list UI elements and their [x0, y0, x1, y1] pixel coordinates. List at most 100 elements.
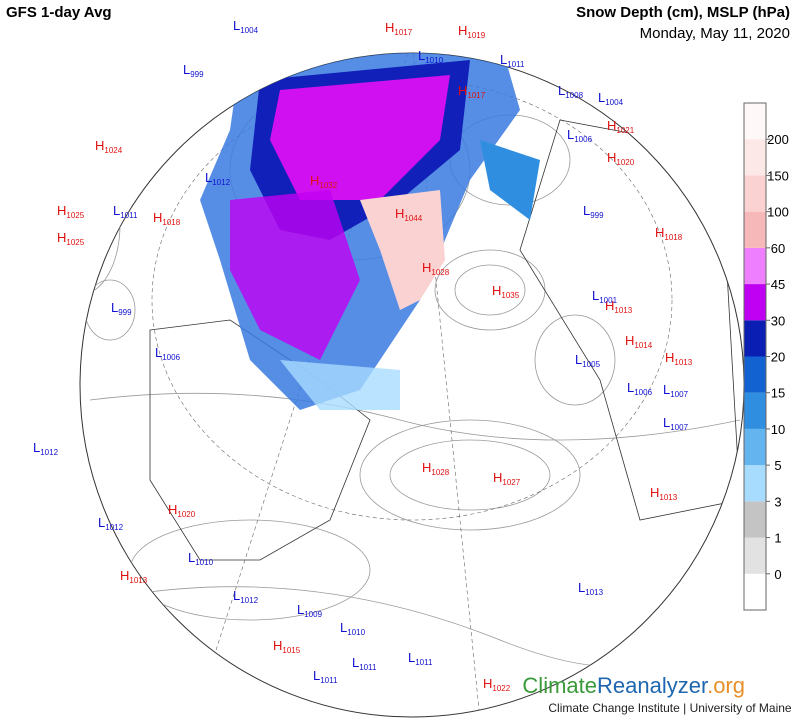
pressure-kind: L	[113, 203, 120, 218]
pressure-kind: H	[422, 260, 431, 275]
pressure-value: 1025	[66, 211, 84, 220]
title: GFS 1-day Avg	[6, 4, 112, 21]
pressure-kind: H	[493, 470, 502, 485]
pressure-value: 1032	[319, 181, 337, 190]
pressure-kind: L	[233, 588, 240, 603]
pressure-kind: H	[607, 118, 616, 133]
pressure-kind: H	[395, 206, 404, 221]
pressure-value: 1022	[492, 684, 510, 693]
legend-swatch	[744, 428, 766, 466]
variables: Snow Depth (cm), MSLP (hPa)	[576, 4, 790, 21]
legend-swatch	[744, 320, 766, 357]
pressure-value: 1011	[359, 663, 377, 672]
pressure-value: 1018	[162, 218, 180, 227]
legend-swatch	[744, 103, 766, 140]
pressure-kind: L	[297, 602, 304, 617]
pressure-value: 1025	[66, 238, 84, 247]
pressure-value: 1012	[40, 448, 58, 457]
pressure-value: 1011	[320, 676, 338, 685]
pressure-kind: H	[57, 230, 66, 245]
pressure-kind: L	[33, 440, 40, 455]
pressure-center: H1022	[483, 676, 511, 693]
legend-label: 30	[771, 313, 785, 328]
pressure-value: 1018	[664, 233, 682, 242]
pressure-center: H1013	[665, 350, 693, 367]
pressure-value: 1011	[415, 658, 433, 667]
legend-label: 10	[771, 422, 785, 437]
legend-label: 150	[767, 168, 789, 183]
legend-label: 20	[771, 350, 785, 365]
pressure-kind: L	[558, 83, 565, 98]
pressure-center: L1001	[592, 288, 618, 305]
pressure-value: 1017	[467, 91, 485, 100]
pressure-center: H1013	[650, 485, 678, 502]
pressure-value: 1011	[507, 60, 525, 69]
pressure-value: 1007	[670, 423, 688, 432]
pressure-center: H1035	[492, 283, 520, 300]
date: Monday, May 11, 2020	[640, 25, 790, 42]
legend-swatch	[744, 465, 766, 502]
pressure-kind: H	[95, 138, 104, 153]
pressure-kind: H	[625, 333, 634, 348]
pressure-center: H1025	[57, 203, 85, 220]
brand-part: .org	[707, 673, 745, 698]
pressure-center: L1007	[663, 382, 689, 399]
pressure-kind: H	[605, 298, 614, 313]
pressure-center: H1018	[153, 210, 181, 227]
pressure-kind: L	[111, 300, 118, 315]
pressure-value: 1019	[467, 31, 485, 40]
pressure-center: H1032	[310, 173, 338, 190]
pressure-center: H1018	[655, 225, 683, 242]
legend-label: 0	[774, 567, 781, 582]
legend-swatch	[744, 211, 766, 248]
pressure-center: L999	[111, 300, 132, 317]
legend-swatch	[744, 139, 766, 176]
legend-swatch	[744, 537, 766, 574]
pressure-center: L1012	[233, 588, 259, 605]
pressure-kind: L	[583, 203, 590, 218]
pressure-center: L999	[583, 203, 604, 220]
brand: ClimateReanalyzer.org	[522, 673, 745, 698]
pressure-value: 1007	[670, 390, 688, 399]
pressure-value: 999	[190, 70, 204, 79]
pressure-kind: H	[153, 210, 162, 225]
pressure-kind: H	[57, 203, 66, 218]
pressure-value: 1017	[394, 28, 412, 37]
pressure-kind: L	[352, 655, 359, 670]
pressure-center: H1027	[493, 470, 521, 487]
brand-part: Reanalyzer	[597, 673, 708, 698]
pressure-center: L1012	[205, 170, 231, 187]
pressure-value: 1044	[404, 214, 422, 223]
pressure-center: L1006	[567, 127, 593, 144]
pressure-value: 1011	[120, 211, 138, 220]
pressure-value: 1020	[177, 510, 195, 519]
pressure-value: 1013	[659, 493, 677, 502]
pressure-kind: H	[458, 83, 467, 98]
pressure-kind: H	[273, 638, 282, 653]
legend-label: 5	[774, 458, 781, 473]
pressure-center: H1017	[458, 83, 486, 100]
pressure-value: 1006	[162, 353, 180, 362]
pressure-value: 1020	[616, 158, 634, 167]
pressure-center: L1010	[418, 48, 444, 65]
pressure-value: 1024	[104, 146, 122, 155]
pressure-kind: L	[500, 52, 507, 67]
pressure-kind: L	[663, 415, 670, 430]
pressure-kind: L	[313, 668, 320, 683]
pressure-value: 1035	[501, 291, 519, 300]
pressure-kind: L	[598, 90, 605, 105]
pressure-kind: L	[627, 380, 634, 395]
legend-swatch	[744, 356, 766, 393]
pressure-kind: L	[205, 170, 212, 185]
pressure-kind: H	[655, 225, 664, 240]
legend-swatch	[744, 284, 766, 321]
legend-swatch	[744, 175, 766, 212]
legend-label: 1	[774, 531, 781, 546]
pressure-value: 1013	[129, 576, 147, 585]
pressure-value: 1015	[282, 646, 300, 655]
pressure-center: L1012	[33, 440, 59, 457]
pressure-value: 1005	[582, 360, 600, 369]
pressure-kind: L	[578, 580, 585, 595]
